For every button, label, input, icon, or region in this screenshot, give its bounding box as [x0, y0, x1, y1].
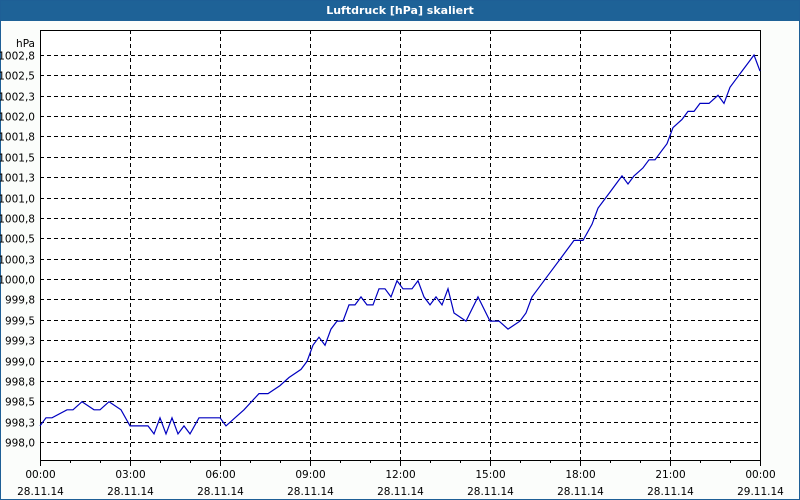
chart-title: Luftdruck [hPa] skaliert: [1, 1, 799, 21]
x-tick-time: 15:00: [475, 469, 505, 481]
x-tick-time: 09:00: [295, 469, 325, 481]
x-tick-date: 28.11.14: [377, 486, 424, 498]
y-tick-label: 998,3: [5, 418, 35, 430]
plot-border: [40, 30, 761, 461]
y-tick-label: 998,8: [5, 377, 35, 389]
x-tick-date: 28.11.14: [107, 486, 154, 498]
x-tick-date: 28.11.14: [647, 486, 694, 498]
x-tick-time: 12:00: [385, 469, 415, 481]
y-tick-label: 998,0: [5, 438, 35, 450]
y-tick-label: 1000,5: [0, 234, 35, 246]
x-tick-time: 03:00: [115, 469, 145, 481]
y-tick-label: 1002,3: [0, 92, 35, 104]
pressure-series-line: [39, 53, 761, 436]
y-tick-label: 999,0: [5, 357, 35, 369]
x-tick-date: 28.11.14: [17, 486, 64, 498]
x-tick-date: 28.11.14: [557, 486, 604, 498]
y-tick-label: 1000,0: [0, 275, 35, 287]
y-tick-label: 1001,0: [0, 194, 35, 206]
y-tick-label: 1001,3: [0, 173, 35, 185]
x-tick-date: 28.11.14: [467, 486, 514, 498]
y-tick-label: 1002,0: [0, 112, 35, 124]
y-tick-label: 999,8: [5, 295, 35, 307]
y-tick-label: 1001,8: [0, 132, 35, 144]
y-tick-label: 998,5: [5, 397, 35, 409]
y-tick-label: 999,5: [5, 316, 35, 328]
x-tick-time: 00:00: [25, 469, 55, 481]
x-tick-time: 06:00: [205, 469, 235, 481]
x-tick-time: 21:00: [655, 469, 685, 481]
y-tick-label: 1000,8: [0, 214, 35, 226]
y-axis-unit: hPa: [16, 38, 35, 50]
y-tick-label: 1002,5: [0, 71, 35, 83]
x-tick-date: 28.11.14: [287, 486, 334, 498]
y-tick-label: 1002,8: [0, 51, 35, 63]
x-tick-date: 28.11.14: [197, 486, 244, 498]
x-tick-date: 29.11.14: [737, 486, 784, 498]
y-axis-labels: 1002,8 1002,5 1002,3 1002,0 1001,8 1001,5 1001…: [0, 51, 35, 450]
y-tick-label: 1001,5: [0, 153, 35, 165]
x-tick-time: 00:00: [745, 469, 775, 481]
y-tick-label: 1000,3: [0, 255, 35, 267]
y-tick-label: 999,3: [5, 336, 35, 348]
x-tick-time: 18:00: [565, 469, 595, 481]
